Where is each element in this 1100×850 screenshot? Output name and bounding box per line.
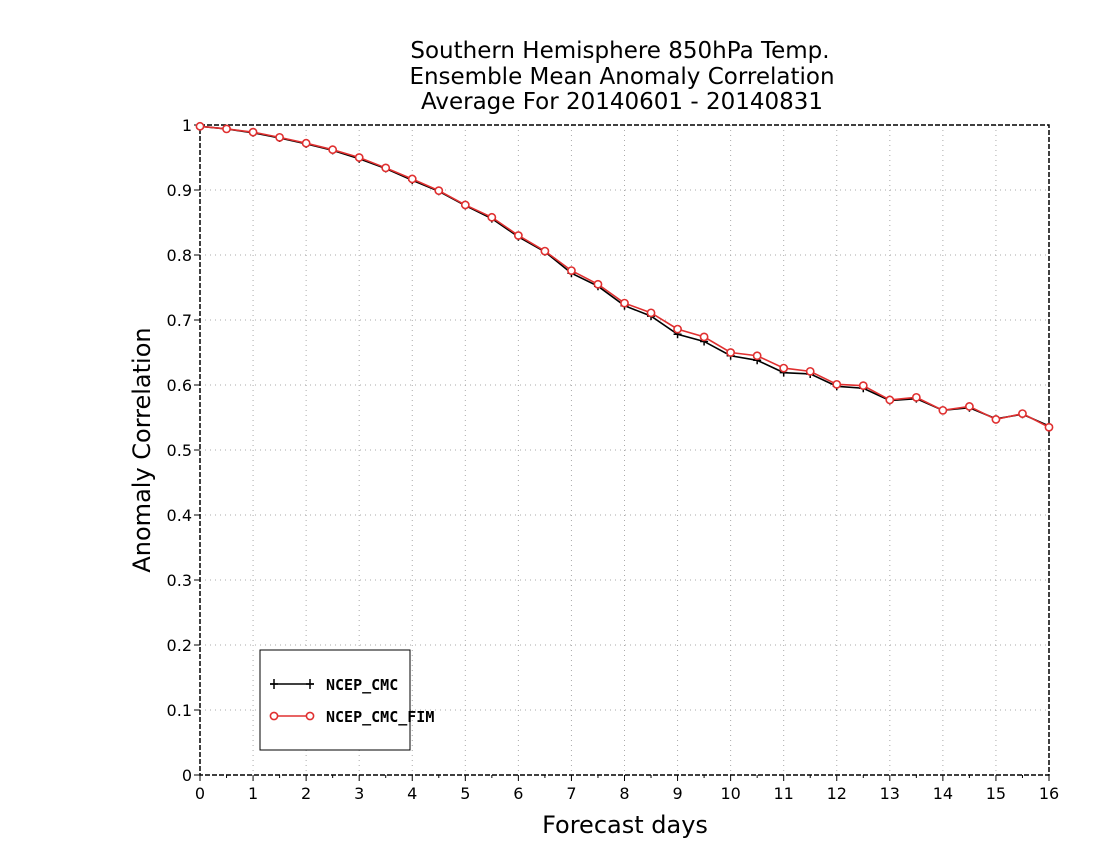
data-point — [1018, 409, 1027, 418]
plot-frame — [199, 124, 1050, 776]
y-tick-label: 0.5 — [167, 441, 192, 460]
legend-marker — [270, 679, 278, 689]
data-point — [407, 174, 417, 184]
y-tick-label: 0.2 — [167, 636, 192, 655]
data-point — [540, 246, 550, 256]
data-point — [911, 392, 921, 402]
data-point — [752, 351, 762, 361]
data-point — [620, 298, 629, 308]
data-point — [195, 121, 205, 131]
legend-label: NCEP_CMC — [326, 676, 398, 694]
chart-title: Southern Hemisphere 850hPa Temp. Ensembl… — [409, 38, 834, 115]
y-tick-label: 0.4 — [167, 506, 192, 525]
x-tick-label: 9 — [672, 784, 682, 803]
x-tick-label: 8 — [619, 784, 629, 803]
x-tick-label: 2 — [301, 784, 311, 803]
y-tick-label: 1 — [182, 116, 192, 135]
x-tick-label: 14 — [933, 784, 953, 803]
data-point — [699, 332, 709, 342]
data-point — [991, 415, 1001, 424]
data-point — [487, 212, 497, 222]
x-axis-label: Forecast days — [542, 811, 708, 839]
data-point — [1044, 422, 1054, 432]
y-tick-label: 0.3 — [167, 571, 192, 590]
data-point — [513, 231, 523, 240]
data-point — [858, 381, 868, 391]
data-point — [646, 308, 656, 318]
plot-area-border — [199, 124, 1050, 776]
y-tick-label: 0.6 — [167, 376, 192, 395]
data-point — [275, 132, 284, 142]
legend-label: NCEP_CMC_FIM — [326, 708, 434, 726]
data-point — [673, 324, 682, 334]
x-tick-label: 7 — [566, 784, 576, 803]
data-point — [938, 405, 948, 415]
data-point — [222, 124, 231, 134]
x-tick-label: 13 — [880, 784, 900, 803]
y-tick-label: 0.9 — [167, 181, 192, 200]
x-tick-label: 4 — [407, 784, 417, 803]
legend-marker — [269, 711, 279, 721]
data-point — [965, 402, 974, 411]
y-tick-label: 0.8 — [167, 246, 192, 265]
data-point — [593, 279, 603, 289]
data-series — [195, 121, 1054, 432]
y-axis-ticks: 0 0.1 0.2 0.3 0.4 0.5 0.6 0.7 0.8 0.9 1 — [167, 116, 200, 785]
legend-item: NCEP_CMC_FIM — [269, 708, 434, 726]
data-point — [434, 186, 444, 196]
data-point — [726, 348, 736, 357]
x-tick-label: 5 — [460, 784, 470, 803]
x-tick-label: 3 — [354, 784, 364, 803]
x-tick-label: 15 — [986, 784, 1006, 803]
legend-item: NCEP_CMC — [270, 676, 398, 694]
title-line-2: Ensemble Mean Anomaly Correlation — [409, 64, 834, 90]
legend-marker — [305, 711, 315, 721]
data-point — [779, 363, 789, 373]
x-tick-label: 0 — [195, 784, 205, 803]
data-point — [567, 266, 576, 275]
data-point — [832, 379, 842, 389]
data-point — [885, 395, 895, 405]
title-line-3: Average For 20140601 - 20140831 — [421, 89, 823, 115]
x-tick-label: 16 — [1039, 784, 1059, 803]
data-point — [805, 366, 815, 376]
data-point — [328, 145, 338, 155]
title-line-1: Southern Hemisphere 850hPa Temp. — [410, 38, 829, 64]
data-point — [381, 163, 391, 173]
x-tick-label: 10 — [720, 784, 740, 803]
y-tick-label: 0.1 — [167, 701, 192, 720]
y-axis-label: Anomaly Correlation — [128, 327, 156, 572]
x-tick-label: 6 — [513, 784, 523, 803]
y-tick-label: 0.7 — [167, 311, 192, 330]
x-tick-label: 11 — [774, 784, 794, 803]
data-point — [248, 127, 258, 137]
legend: NCEP_CMC NCEP_CMC_FIM — [259, 649, 434, 751]
x-tick-label: 12 — [827, 784, 847, 803]
legend-marker — [306, 679, 314, 689]
series-ncep-cmc-fim — [195, 121, 1054, 432]
y-tick-label: 0 — [182, 766, 192, 785]
grid-lines — [200, 125, 1049, 775]
data-point — [354, 153, 364, 162]
legend-box — [259, 649, 411, 751]
x-axis-ticks: 0 1 2 3 4 5 6 7 8 9 10 11 12 13 14 15 16 — [195, 775, 1059, 803]
data-point — [301, 138, 311, 148]
data-point — [460, 200, 470, 210]
x-tick-label: 1 — [248, 784, 258, 803]
